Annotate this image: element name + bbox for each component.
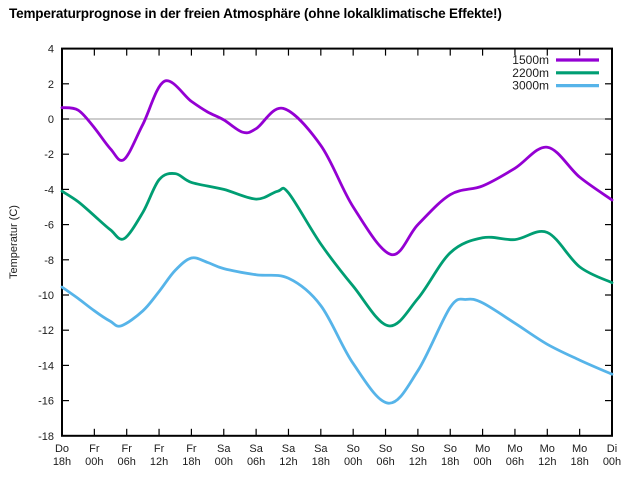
x-tick-hour-label: 18h xyxy=(441,456,459,468)
y-tick-label: -18 xyxy=(38,431,54,443)
y-tick-label: -6 xyxy=(44,220,54,232)
x-tick-hour-label: 18h xyxy=(53,456,71,468)
y-tick-label: -16 xyxy=(38,396,54,408)
x-tick-hour-label: 18h xyxy=(182,456,200,468)
x-tick-day-label: Mo xyxy=(572,443,587,455)
series-line-1500m xyxy=(60,79,614,256)
x-tick-hour-label: 06h xyxy=(506,456,524,468)
x-tick-day-label: So xyxy=(444,443,457,455)
x-tick-day-label: So xyxy=(346,443,359,455)
x-tick-day-label: So xyxy=(379,443,392,455)
x-tick-day-label: Do xyxy=(55,443,69,455)
legend-label-2200m: 2200m xyxy=(512,66,549,80)
x-tick-day-label: So xyxy=(411,443,424,455)
x-tick-hour-label: 18h xyxy=(312,456,330,468)
x-tick-day-label: Sa xyxy=(314,443,328,455)
x-tick-day-label: Sa xyxy=(217,443,231,455)
x-tick-day-label: Mo xyxy=(507,443,522,455)
x-tick-hour-label: 00h xyxy=(85,456,103,468)
y-tick-label: -14 xyxy=(38,360,54,372)
x-tick-hour-label: 00h xyxy=(473,456,491,468)
y-tick-label: 2 xyxy=(48,79,54,91)
y-tick-label: -8 xyxy=(44,255,54,267)
y-tick-label: -10 xyxy=(38,290,54,302)
x-tick-day-label: Fr xyxy=(89,443,100,455)
x-tick-day-label: Sa xyxy=(282,443,296,455)
x-tick-day-label: Di xyxy=(607,443,617,455)
x-tick-hour-label: 06h xyxy=(247,456,265,468)
legend-label-1500m: 1500m xyxy=(512,53,549,67)
x-tick-hour-label: 12h xyxy=(538,456,556,468)
x-tick-day-label: Fr xyxy=(154,443,165,455)
x-tick-hour-label: 00h xyxy=(603,456,621,468)
x-tick-day-label: Fr xyxy=(186,443,197,455)
legend-label-3000m: 3000m xyxy=(512,79,549,93)
y-tick-label: -2 xyxy=(44,149,54,161)
series-line-2200m xyxy=(60,172,614,328)
x-tick-hour-label: 00h xyxy=(344,456,362,468)
y-tick-label: 4 xyxy=(48,44,54,56)
plot-border xyxy=(61,47,613,437)
y-tick-label: -4 xyxy=(44,184,54,196)
x-tick-hour-label: 12h xyxy=(150,456,168,468)
y-tick-label: -12 xyxy=(38,325,54,337)
series-line-3000m xyxy=(60,256,614,405)
x-tick-hour-label: 06h xyxy=(118,456,136,468)
x-tick-day-label: Sa xyxy=(249,443,263,455)
x-tick-hour-label: 18h xyxy=(570,456,588,468)
y-axis-title: Temperatur (C) xyxy=(8,205,20,279)
x-tick-day-label: Mo xyxy=(540,443,555,455)
x-tick-day-label: Fr xyxy=(122,443,133,455)
chart-title: Temperaturprognose in der freien Atmosph… xyxy=(9,6,502,21)
x-tick-hour-label: 06h xyxy=(376,456,394,468)
x-tick-hour-label: 12h xyxy=(409,456,427,468)
x-tick-hour-label: 00h xyxy=(215,456,233,468)
y-tick-label: 0 xyxy=(48,114,54,126)
x-tick-hour-label: 12h xyxy=(279,456,297,468)
x-tick-day-label: Mo xyxy=(475,443,490,455)
